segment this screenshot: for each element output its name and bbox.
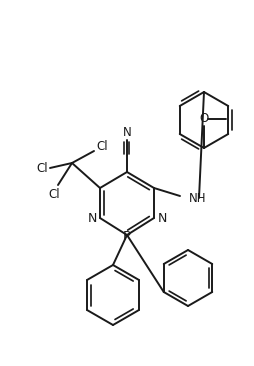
Text: Cl: Cl xyxy=(36,161,48,175)
Text: Cl: Cl xyxy=(48,188,60,202)
Text: P: P xyxy=(122,229,131,243)
Text: N: N xyxy=(87,212,96,224)
Text: NH: NH xyxy=(188,191,206,205)
Text: O: O xyxy=(199,112,208,126)
Text: N: N xyxy=(157,212,166,224)
Text: N: N xyxy=(122,127,131,139)
Text: Cl: Cl xyxy=(96,141,107,153)
